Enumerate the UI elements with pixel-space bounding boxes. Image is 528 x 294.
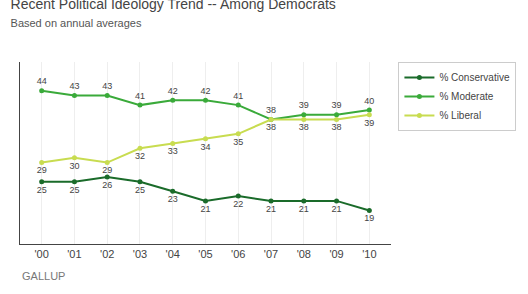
svg-text:21: 21	[299, 204, 309, 214]
svg-text:'07: '07	[264, 248, 278, 260]
svg-text:21: 21	[332, 204, 342, 214]
svg-text:'02: '02	[100, 248, 114, 260]
svg-text:'03: '03	[133, 248, 147, 260]
svg-text:33: 33	[168, 146, 178, 156]
svg-text:'04: '04	[166, 248, 180, 260]
svg-text:39: 39	[364, 118, 374, 128]
svg-text:Recent Political Ideology Tren: Recent Political Ideology Trend -- Among…	[11, 0, 336, 29]
svg-text:'00: '00	[35, 248, 49, 260]
svg-text:% Moderate: % Moderate	[439, 91, 493, 102]
svg-text:25: 25	[37, 185, 47, 195]
svg-text:40: 40	[364, 96, 374, 106]
svg-text:21: 21	[266, 204, 276, 214]
svg-text:29: 29	[37, 165, 47, 175]
svg-text:29: 29	[102, 165, 112, 175]
svg-text:GALLUP: GALLUP	[22, 270, 65, 282]
svg-text:% Conservative: % Conservative	[439, 72, 509, 83]
svg-text:41: 41	[135, 91, 145, 101]
svg-text:'01: '01	[67, 248, 81, 260]
svg-text:% Liberal: % Liberal	[439, 110, 481, 121]
svg-text:22: 22	[233, 199, 243, 209]
svg-text:19: 19	[364, 213, 374, 223]
svg-text:'10: '10	[362, 248, 376, 260]
svg-text:25: 25	[135, 185, 145, 195]
svg-text:'09: '09	[329, 248, 343, 260]
svg-text:44: 44	[37, 76, 47, 86]
svg-text:35: 35	[233, 137, 243, 147]
svg-text:21: 21	[200, 204, 210, 214]
svg-text:42: 42	[200, 86, 210, 96]
svg-text:'05: '05	[198, 248, 212, 260]
svg-text:43: 43	[69, 81, 79, 91]
svg-text:'06: '06	[231, 248, 245, 260]
svg-text:38: 38	[266, 105, 276, 115]
svg-text:32: 32	[135, 151, 145, 161]
svg-text:30: 30	[69, 161, 79, 171]
svg-text:39: 39	[299, 100, 309, 110]
svg-text:25: 25	[69, 185, 79, 195]
svg-text:43: 43	[102, 81, 112, 91]
svg-text:'08: '08	[297, 248, 311, 260]
svg-text:41: 41	[233, 91, 243, 101]
svg-text:38: 38	[299, 122, 309, 132]
svg-text:23: 23	[168, 194, 178, 204]
svg-text:26: 26	[102, 180, 112, 190]
svg-text:38: 38	[332, 122, 342, 132]
svg-text:34: 34	[200, 142, 210, 152]
svg-text:42: 42	[168, 86, 178, 96]
svg-text:39: 39	[332, 100, 342, 110]
svg-text:38: 38	[266, 122, 276, 132]
